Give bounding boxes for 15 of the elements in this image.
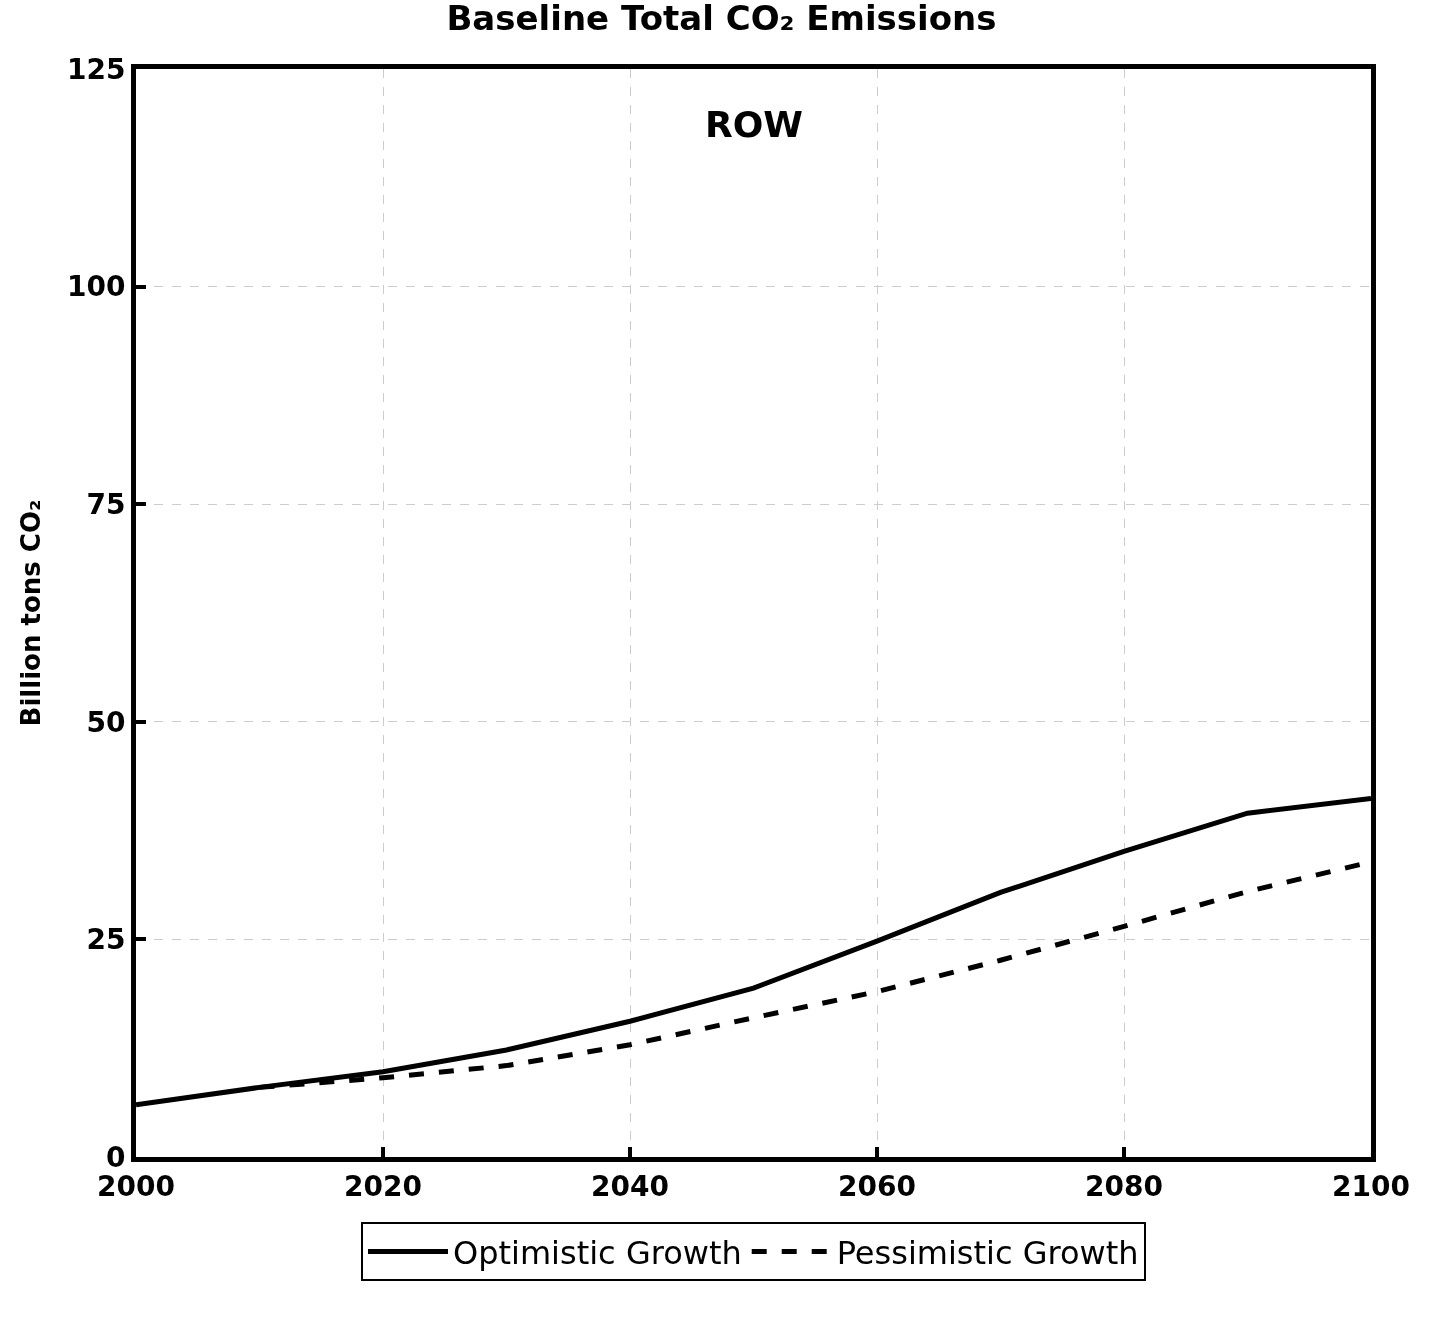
x-tick-label: 2080	[1085, 1169, 1163, 1203]
legend-label: Pessimistic Growth	[836, 1234, 1139, 1273]
y-tick-label: 100	[66, 270, 126, 304]
y-tick-label: 50	[86, 705, 126, 739]
legend-label: Optimistic Growth	[453, 1234, 742, 1273]
x-tick-label: 2100	[1332, 1169, 1410, 1203]
y-tick-label: 25	[86, 923, 126, 957]
x-tick-label: 2060	[838, 1169, 916, 1203]
y-tick-label: 75	[86, 488, 126, 521]
chart-title: Baseline Total CO₂ Emissions	[446, 0, 997, 39]
y-tick-label: 125	[66, 52, 126, 86]
x-tick-label: 2020	[344, 1169, 422, 1203]
x-tick-label: 2040	[591, 1169, 669, 1203]
y-axis-title: Billion tons CO₂	[16, 499, 47, 727]
annotation: ROW	[705, 104, 804, 145]
